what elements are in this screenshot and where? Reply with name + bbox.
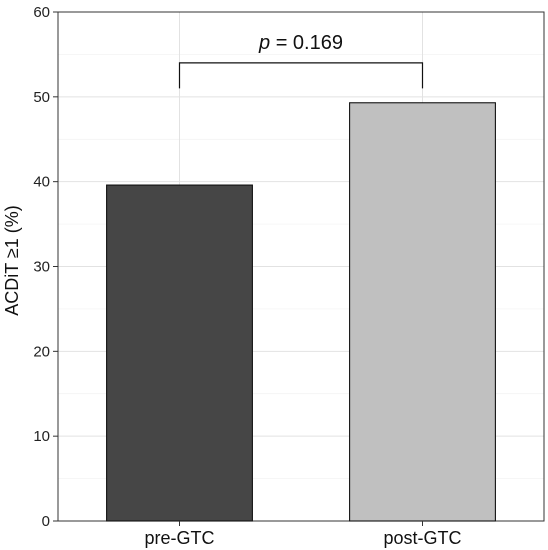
p-value-label: p = 0.169 [258, 32, 343, 54]
y-tick-label: 10 [33, 428, 50, 445]
y-tick-label: 30 [33, 259, 50, 276]
bar-pre-gtc [106, 184, 253, 522]
p-value: = 0.169 [270, 32, 343, 54]
significance-bracket [178, 62, 424, 89]
y-tick-label: 50 [33, 89, 50, 106]
y-tick-label: 60 [33, 4, 50, 21]
bar-post-gtc [349, 102, 496, 522]
significance-annotation: p = 0.169 [178, 32, 424, 89]
y-tick-label: 40 [33, 174, 50, 191]
x-tick-label: pre-GTC [144, 528, 214, 548]
bars [106, 102, 496, 522]
y-tick-label: 0 [42, 513, 50, 530]
x-axis: pre-GTC post-GTC [144, 521, 462, 548]
y-tick-label: 20 [33, 343, 50, 360]
p-symbol: p [258, 32, 270, 54]
y-axis: 0 10 20 30 40 50 60 [33, 4, 58, 530]
y-axis-title: ACDiT ≥1 (%) [2, 205, 22, 316]
x-tick-label: post-GTC [383, 528, 461, 548]
